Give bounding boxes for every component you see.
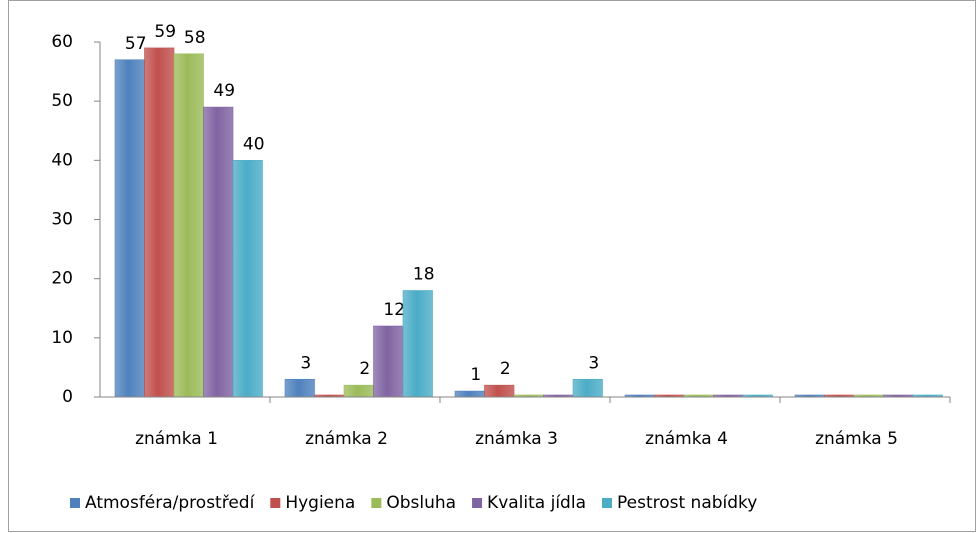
- data-label: 57: [125, 34, 147, 54]
- legend-label: Pestrost nabídky: [617, 493, 757, 513]
- y-tick-label: 40: [51, 150, 73, 170]
- data-label: 12: [383, 300, 405, 320]
- data-label: 18: [413, 265, 435, 285]
- data-label: 58: [184, 28, 206, 48]
- x-tick-label: známka 3: [475, 429, 558, 449]
- legend-swatch: [601, 498, 612, 508]
- data-label: 3: [300, 353, 311, 373]
- bar: [144, 47, 175, 398]
- legend-label: Atmosféra/prostředí: [85, 493, 256, 513]
- data-label: 49: [213, 81, 235, 101]
- bar: [373, 325, 404, 398]
- legend-swatch: [472, 498, 483, 508]
- bar: [572, 378, 603, 398]
- y-tick-label: 30: [51, 210, 73, 230]
- legend-label: Hygiena: [285, 493, 355, 513]
- x-tick-label: známka 4: [645, 429, 728, 449]
- legend-swatch: [270, 498, 281, 508]
- x-tick-label: známka 5: [815, 429, 898, 449]
- data-label: 59: [154, 22, 176, 42]
- bar: [284, 378, 315, 398]
- bar: [454, 390, 485, 398]
- bar: [203, 106, 234, 398]
- y-tick-label: 0: [62, 387, 73, 407]
- data-label: 40: [243, 134, 265, 154]
- legend-swatch: [70, 498, 80, 508]
- data-label: 2: [359, 359, 370, 379]
- data-label: 2: [500, 359, 511, 379]
- x-tick-label: známka 1: [135, 429, 218, 449]
- bar: [173, 53, 204, 398]
- y-tick-label: 60: [51, 32, 73, 52]
- y-tick-label: 50: [51, 91, 73, 111]
- legend-label: Kvalita jídla: [487, 493, 586, 513]
- bar: [343, 384, 374, 398]
- legend-label: Obsluha: [386, 493, 456, 513]
- legend-swatch: [371, 498, 382, 508]
- y-tick-label: 10: [51, 328, 73, 348]
- x-tick-label: známka 2: [305, 429, 388, 449]
- bar: [114, 59, 145, 398]
- bar: [484, 384, 515, 398]
- y-tick-label: 20: [51, 269, 73, 289]
- data-label: 3: [588, 353, 599, 373]
- bar: [402, 290, 433, 398]
- data-label: 1: [470, 365, 481, 385]
- bar: [232, 160, 263, 398]
